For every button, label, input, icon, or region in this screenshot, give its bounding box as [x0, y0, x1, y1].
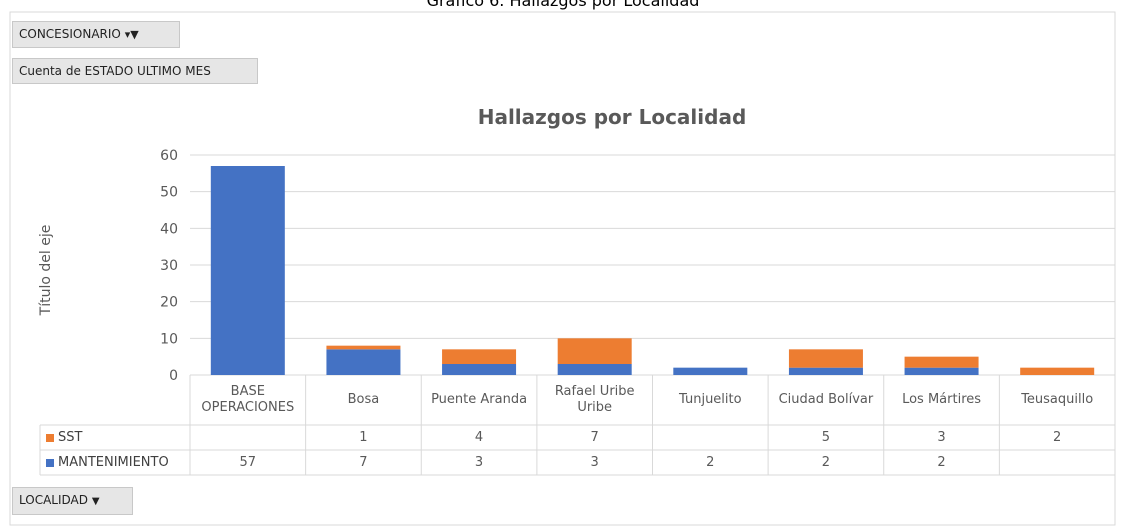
category-label-text: Puente Aranda: [431, 392, 528, 407]
table-value: 2: [999, 425, 1115, 450]
bar-segment: [210, 166, 285, 375]
table-value: 4: [421, 425, 537, 450]
legend-entry: SST: [40, 425, 190, 450]
y-axis-title: Título del eje: [38, 225, 54, 317]
table-value: 3: [421, 450, 537, 475]
legend-entry: MANTENIMIENTO: [40, 450, 190, 475]
table-value-text: 3: [937, 429, 946, 445]
table-value-text: 3: [590, 454, 599, 470]
category-label-text: Tunjuelito: [679, 392, 742, 407]
table-value-text: 1: [359, 429, 368, 445]
axis-field-button[interactable]: LOCALIDAD ▼: [12, 487, 133, 515]
y-tick-label: 20: [160, 295, 178, 311]
bar-segment: [904, 367, 979, 375]
y-tick-label: 0: [169, 368, 178, 384]
category-label-text: BASE OPERACIONES: [201, 384, 295, 415]
bar-segment: [326, 345, 401, 350]
bar-segment: [904, 356, 979, 368]
table-value: 7: [537, 425, 653, 450]
bar-segment: [1020, 367, 1095, 375]
bar-segment: [442, 364, 517, 375]
category-label-text: Teusaquillo: [1021, 392, 1094, 407]
filter-label: CONCESIONARIO: [19, 27, 121, 41]
value-field-button[interactable]: Cuenta de ESTADO ULTIMO MES: [12, 58, 258, 84]
y-tick-label: 30: [160, 258, 178, 274]
category-label-text: Los Mártires: [902, 392, 982, 407]
table-value-text: 57: [239, 454, 257, 470]
table-value: 2: [653, 450, 769, 475]
chart-title: Hallazgos por Localidad: [478, 105, 747, 129]
filter-button[interactable]: CONCESIONARIO ▾▼: [12, 21, 180, 48]
y-tick-label: 10: [160, 331, 178, 347]
bar-segment: [557, 338, 632, 364]
table-value-text: 3: [474, 454, 484, 470]
table-value-text: 5: [821, 429, 831, 445]
legend-swatch: [46, 458, 54, 467]
category-label: Ciudad Bolívar: [768, 375, 884, 425]
table-value: 2: [884, 450, 1000, 475]
bar-segment: [673, 367, 748, 375]
table-value: 3: [537, 450, 653, 475]
axis-field-label: LOCALIDAD: [19, 493, 88, 507]
table-value-text: 4: [474, 429, 484, 445]
category-label: Tunjuelito: [653, 375, 769, 425]
legend-text: MANTENIMIENTO: [58, 454, 169, 470]
category-label-text: Bosa: [347, 392, 380, 407]
value-field-label: Cuenta de ESTADO ULTIMO MES: [19, 64, 211, 78]
y-tick-label: 60: [160, 148, 178, 164]
y-tick-label: 40: [160, 221, 178, 237]
category-label-text: Rafael Uribe Uribe: [554, 384, 635, 415]
caption: Gráfico 6. Hallazgos por Localidad: [427, 0, 700, 10]
chart-frame: [9, 11, 1116, 526]
bar-segment: [788, 367, 863, 375]
table-value-text: 2: [706, 454, 715, 470]
bar-segment: [442, 349, 517, 364]
table-value: 7: [306, 450, 422, 475]
legend-text: SST: [58, 429, 83, 445]
category-label: Bosa: [306, 375, 422, 425]
bar-segment: [557, 364, 632, 375]
table-value: 57: [190, 450, 306, 475]
category-label: BASE OPERACIONES: [190, 375, 306, 425]
category-label: Rafael Uribe Uribe: [537, 375, 653, 425]
bar-segment: [326, 349, 401, 375]
y-tick-label: 50: [160, 185, 178, 201]
category-label: Puente Aranda: [421, 375, 537, 425]
table-value-text: 2: [1053, 429, 1062, 445]
table-value: 1: [306, 425, 422, 450]
category-label: Los Mártires: [884, 375, 1000, 425]
category-label: Teusaquillo: [999, 375, 1115, 425]
table-value-text: 7: [359, 454, 368, 470]
bar-segment: [788, 349, 863, 368]
table-value: 5: [768, 425, 884, 450]
category-label-text: Ciudad Bolívar: [778, 392, 874, 407]
legend-swatch: [46, 433, 54, 442]
table-value: 3: [884, 425, 1000, 450]
table-value: 2: [768, 450, 884, 475]
table-value-text: 7: [590, 429, 599, 445]
table-value-text: 2: [937, 454, 946, 470]
table-value-text: 2: [821, 454, 831, 470]
